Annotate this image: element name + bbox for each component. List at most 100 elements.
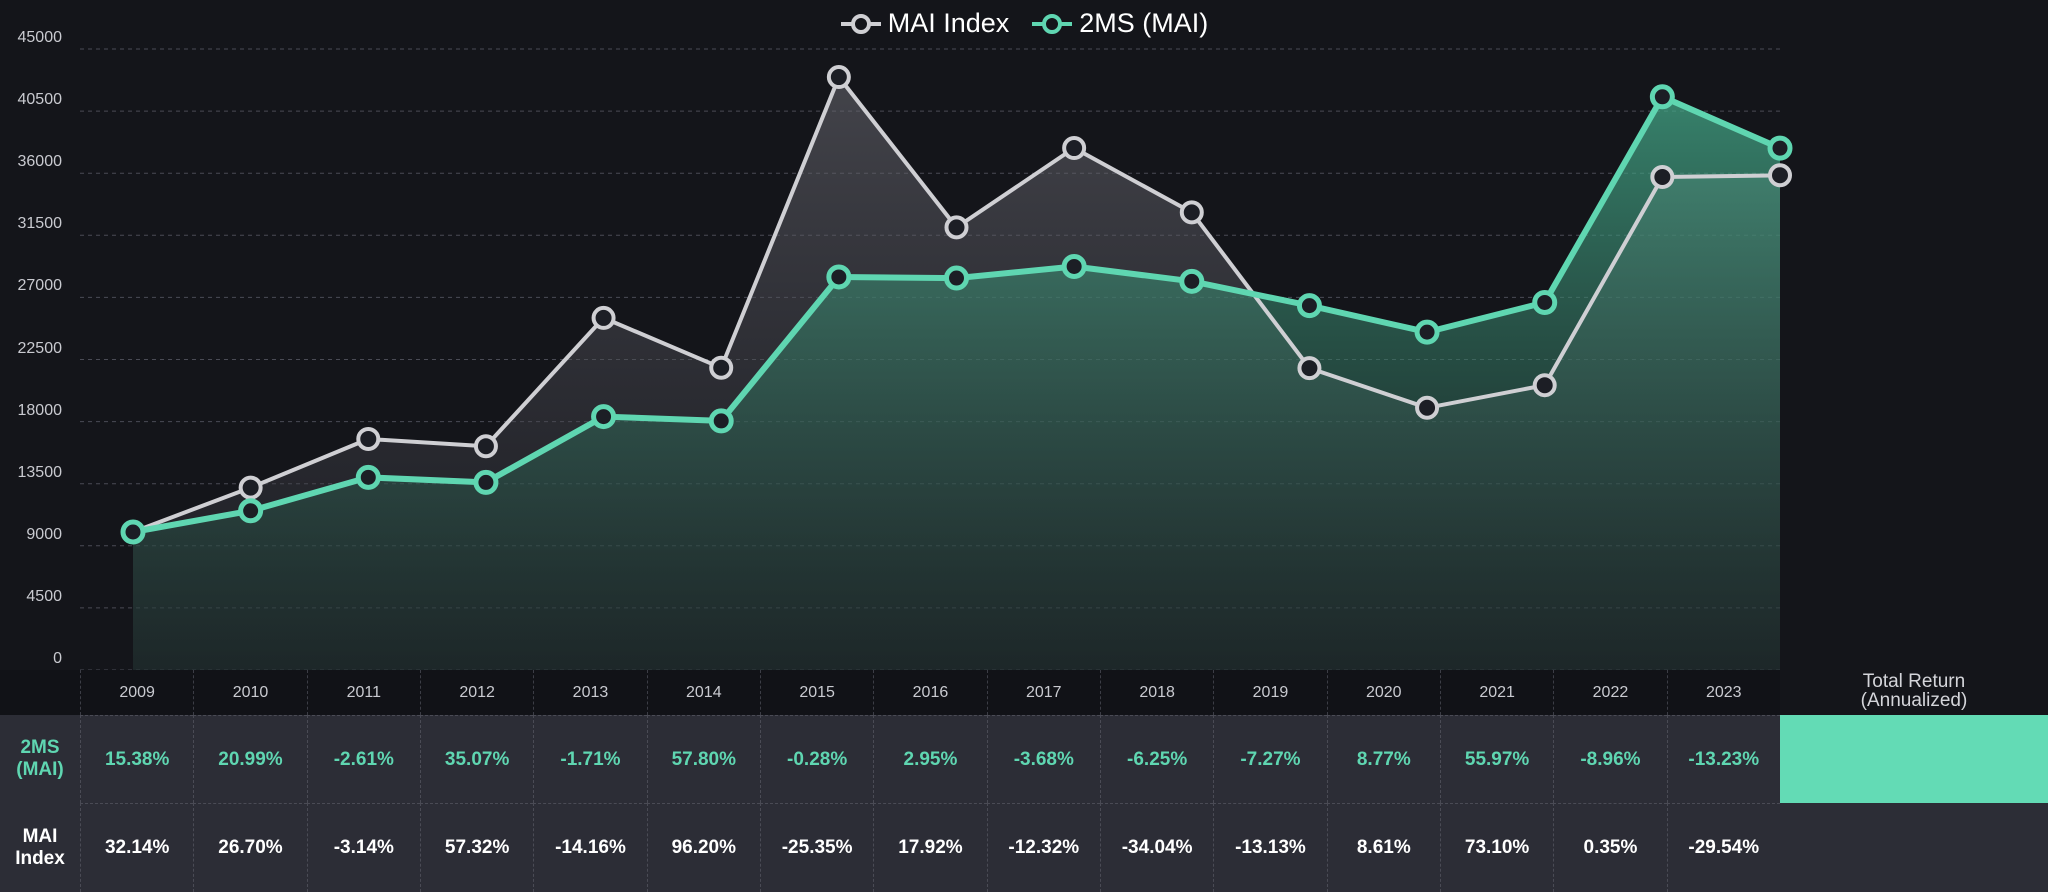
- year-header: 2015: [759, 670, 873, 715]
- row-label-line1: 2MS: [20, 737, 60, 759]
- table-cell: 8.77%: [1326, 715, 1440, 803]
- mai-index-point[interactable]: [238, 475, 263, 500]
- 2ms-point[interactable]: [1767, 135, 1793, 161]
- row-label-line2: (MAI): [16, 759, 64, 780]
- table-cell: -34.04%: [1099, 803, 1214, 892]
- mai-index-point[interactable]: [709, 355, 734, 380]
- row-label-2ms: 2MS (MAI): [0, 715, 80, 803]
- y-tick-label: 36000: [17, 153, 63, 171]
- y-tick-label: 4500: [26, 587, 62, 605]
- 2ms-point[interactable]: [591, 404, 617, 430]
- table-cell: 0.35%: [1553, 803, 1667, 892]
- 2ms-point[interactable]: [1061, 253, 1087, 279]
- year-header: 2018: [1099, 670, 1213, 715]
- legend-item-2ms[interactable]: 2MS (MAI): [1031, 8, 1208, 39]
- row-label-mai-index: MAI Index: [0, 803, 80, 892]
- table-cell: -8.96%: [1553, 715, 1667, 803]
- mai-index-point[interactable]: [591, 305, 616, 330]
- 2ms-point[interactable]: [1179, 268, 1205, 294]
- row-label-line2: Index: [15, 847, 65, 869]
- mai-index-point[interactable]: [1179, 200, 1204, 225]
- year-header: 2019: [1213, 670, 1326, 715]
- 2ms-point[interactable]: [708, 408, 734, 434]
- y-tick-label: 40500: [17, 91, 63, 109]
- table-cell: -13.13%: [1213, 803, 1327, 892]
- table-cell: 32.14%: [80, 803, 194, 892]
- table-cell: 8.61%: [1326, 803, 1440, 892]
- mai-index-markers: [121, 65, 1792, 544]
- table-row-mai-index: MAI Index 32.14% 26.70% -3.14% 57.32% -14.16…: [0, 803, 1780, 892]
- 2ms-point[interactable]: [944, 265, 969, 291]
- table-cell: 15.38%: [80, 715, 194, 803]
- table-cell: 55.97%: [1439, 715, 1554, 803]
- 2ms-area: [133, 96, 1780, 670]
- mai-index-point[interactable]: [944, 215, 969, 240]
- y-tick-label: 22500: [17, 339, 63, 357]
- legend-marker-icon: [840, 13, 881, 34]
- table-cell: 96.20%: [646, 803, 760, 892]
- y-tick-label: 31500: [17, 215, 63, 233]
- year-header: 2021: [1439, 670, 1553, 715]
- table-cell: 73.10%: [1439, 803, 1554, 892]
- 2ms-point[interactable]: [1296, 293, 1322, 319]
- total-return-mai-index: [1780, 803, 2048, 892]
- 2ms-point[interactable]: [473, 469, 499, 495]
- y-tick-label: 0: [53, 650, 62, 667]
- y-tick-label: 9000: [26, 525, 62, 543]
- table-cell: -29.54%: [1666, 803, 1780, 892]
- table-cell: 26.70%: [193, 803, 307, 892]
- legend-label: 2MS (MAI): [1079, 8, 1209, 38]
- mai-index-point[interactable]: [826, 65, 851, 90]
- legend-label: MAI Index: [887, 8, 1010, 38]
- table-cell: 57.32%: [419, 803, 534, 892]
- table-cell: -6.25%: [1099, 715, 1214, 803]
- total-return-header-line2: (Annualized): [1860, 689, 1968, 711]
- 2ms-point[interactable]: [120, 519, 146, 545]
- table-cell: 20.99%: [193, 715, 307, 803]
- mai-index-point[interactable]: [1650, 164, 1675, 189]
- table-header-row: 2009 2010 2011 2012 2013 2014 2015 2016 2017 2018…: [0, 670, 1780, 715]
- y-tick-label: 27000: [17, 277, 63, 295]
- table-cell: -0.28%: [759, 715, 874, 803]
- legend: MAI Index 2MS (MAI): [0, 8, 2048, 39]
- year-header: 2016: [873, 670, 986, 715]
- 2ms-point[interactable]: [1649, 84, 1675, 110]
- year-header: 2017: [986, 670, 1100, 715]
- 2ms-point[interactable]: [826, 264, 852, 290]
- legend-marker-icon: [1032, 13, 1073, 34]
- mai-index-point[interactable]: [1415, 395, 1440, 420]
- table-cell: -14.16%: [533, 803, 647, 892]
- table-cell: -2.61%: [306, 715, 420, 803]
- 2ms-point[interactable]: [1414, 319, 1440, 345]
- mai-index-point[interactable]: [1062, 136, 1087, 161]
- year-header: 2012: [419, 670, 533, 715]
- table-cell: 57.80%: [646, 715, 760, 803]
- mai-index-point[interactable]: [1768, 163, 1792, 188]
- legend-item-mai-index[interactable]: MAI Index: [840, 8, 1010, 39]
- table-cell: -7.27%: [1213, 715, 1327, 803]
- 2ms-point[interactable]: [355, 464, 381, 490]
- table-cell: 17.92%: [873, 803, 987, 892]
- y-tick-label: 45000: [17, 29, 63, 46]
- year-header: 2010: [193, 670, 306, 715]
- y-tick-label: 13500: [17, 463, 63, 481]
- table-cell: -12.32%: [986, 803, 1100, 892]
- table-row-2ms: 2MS (MAI) 15.38% 20.99% -2.61% 35.07% -1.71%…: [0, 715, 1780, 803]
- table-cell: -13.23%: [1666, 715, 1780, 803]
- table-cell: 35.07%: [419, 715, 534, 803]
- table-cell: -25.35%: [759, 803, 874, 892]
- mai-index-point[interactable]: [356, 426, 381, 451]
- table-cell: -3.68%: [986, 715, 1100, 803]
- row-label-line1: MAI: [22, 825, 58, 847]
- 2ms-point[interactable]: [1532, 289, 1558, 315]
- mai-index-point[interactable]: [1297, 356, 1322, 381]
- table-cell: 2.95%: [873, 715, 987, 803]
- year-header: 2009: [80, 670, 193, 715]
- total-return-header: Total Return (Annualized): [1780, 668, 2048, 713]
- table-cell: -1.71%: [533, 715, 647, 803]
- mai-index-point[interactable]: [473, 434, 498, 459]
- year-header: 2013: [533, 670, 646, 715]
- total-return-header-line1: Total Return: [1862, 670, 1966, 692]
- mai-index-point[interactable]: [1532, 373, 1557, 398]
- 2ms-point[interactable]: [238, 498, 264, 524]
